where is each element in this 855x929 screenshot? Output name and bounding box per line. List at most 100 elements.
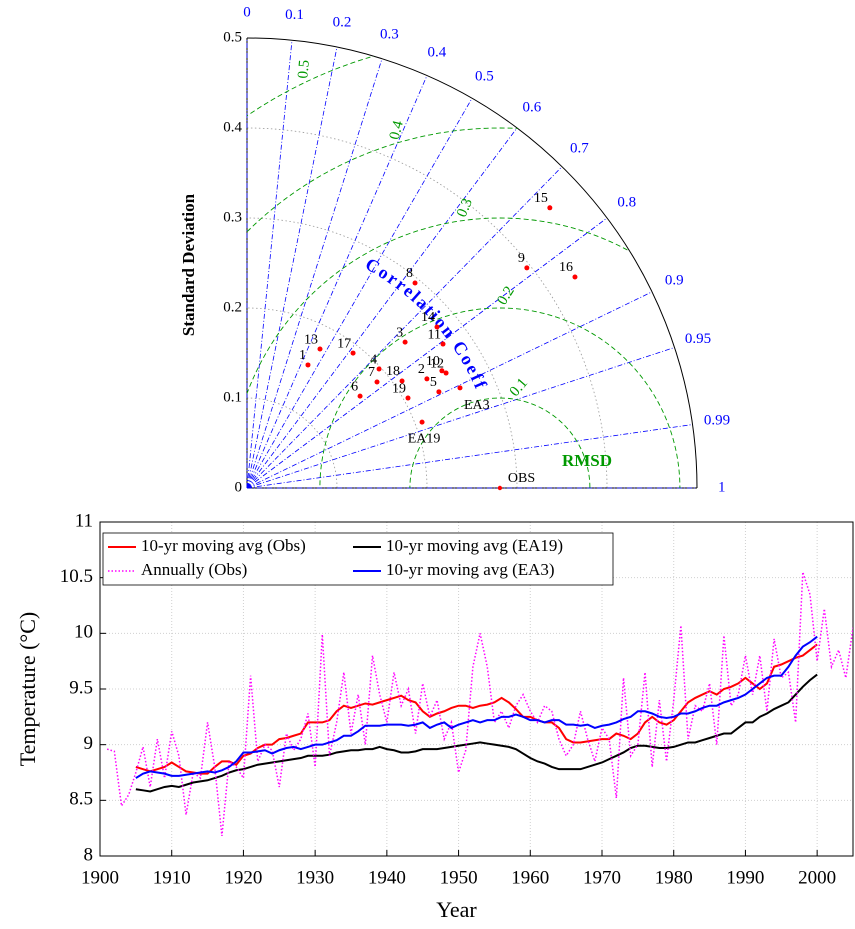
point-label: 3: [396, 325, 403, 340]
line-chart: 8 8.5 9 9.5 10 10.5 11 1900 1910 1920 1930 1940 1950…: [15, 510, 854, 922]
legend: 10-yr moving avg (Obs) 10-yr moving avg (…: [102, 532, 614, 586]
y-tick-label: 8.5: [69, 789, 93, 810]
corr-ray: [246, 47, 338, 489]
point-label: 8: [406, 266, 413, 281]
series-line: [135, 635, 818, 779]
corr-ray: [246, 127, 518, 489]
legend-label: 10-yr moving avg (Obs): [141, 536, 306, 555]
model-point: [357, 393, 363, 399]
point-label: 1: [299, 348, 306, 363]
legend-label: Annually (Obs): [141, 560, 247, 579]
x-tick-label: 1900: [81, 867, 119, 888]
rmsd-label: 0.5: [295, 59, 313, 79]
corr-tick-label: 0.95: [685, 331, 711, 347]
point-label: 18: [386, 364, 400, 379]
corr-tick-label: 0.7: [570, 140, 589, 156]
model-point: [317, 346, 323, 352]
rmsd-title: RMSD: [562, 451, 612, 470]
x-tick-label: 1950: [440, 867, 478, 888]
model-point: [439, 368, 445, 374]
y-tick-label: 8: [84, 844, 94, 865]
point-label: EA19: [408, 431, 441, 446]
corr-tick-label: 1: [718, 479, 726, 495]
corr-tick-label: 0.3: [380, 27, 399, 43]
std-arc: [246, 217, 518, 489]
y-tick-label: 0.5: [223, 29, 242, 45]
legend-label: 10-yr moving avg (EA19): [386, 536, 563, 555]
point-label: 10: [426, 354, 440, 369]
y-tick-label: 0.3: [223, 209, 242, 225]
x-axis-title: Year: [436, 897, 477, 922]
x-tick-label: 1990: [726, 867, 764, 888]
model-point: [572, 274, 578, 280]
model-point: [424, 376, 430, 382]
x-tick-label: 1910: [153, 867, 191, 888]
corr-tick-label: 0.8: [617, 195, 636, 211]
corr-ray: [246, 75, 428, 489]
legend-box: [102, 532, 614, 586]
rmsd-circle: [247, 38, 697, 488]
model-point: [374, 379, 380, 385]
y-tick-label: 10.5: [60, 566, 93, 587]
corr-tick-label: 0.9: [665, 272, 684, 288]
series-lines: [106, 571, 853, 837]
point-label: 11: [428, 327, 441, 342]
y-axis-title: Temperature (°C): [15, 612, 40, 766]
corr-tick-label: 0.6: [522, 100, 541, 116]
model-point: [440, 341, 446, 347]
corr-title: Correlation Coefficient: [0, 0, 492, 393]
rmsd-contours: [247, 38, 697, 488]
corr-tick-label: 0.99: [704, 412, 730, 428]
ref-label: OBS: [508, 471, 535, 486]
point-label: 14: [421, 310, 435, 325]
y-tick-label: 0.4: [223, 119, 242, 135]
point-label: 9: [518, 251, 525, 266]
y-axis-title: Standard Deviation: [179, 193, 198, 336]
corr-ray: [246, 98, 473, 489]
point-label: 5: [430, 375, 437, 390]
model-point: [419, 419, 425, 425]
y-tick-label: 0: [235, 479, 243, 495]
rmsd-label: 0.3: [454, 196, 476, 220]
x-tick-label: 1970: [583, 867, 621, 888]
point-label: 6: [351, 379, 358, 394]
point-label: 2: [418, 362, 425, 377]
std-arc: [246, 397, 338, 489]
model-point: [436, 389, 442, 395]
y-tick-label: 9: [84, 733, 94, 754]
corr-tick-label: 0.2: [333, 14, 352, 30]
model-point: [457, 385, 463, 391]
std-arc: [246, 307, 428, 489]
corr-tick-label: 0.1: [285, 7, 304, 23]
y-tick-label: 0.1: [223, 389, 242, 405]
legend-label: 10-yr moving avg (EA3): [386, 560, 555, 579]
plot-frame: [99, 521, 854, 857]
point-label: 16: [559, 260, 573, 275]
corr-ray: [246, 217, 608, 489]
model-point: [305, 362, 311, 368]
model-point: [412, 280, 418, 286]
model-point: [547, 205, 553, 211]
point-label: 19: [392, 381, 406, 396]
corr-title-text: Correlation Coefficient: [0, 0, 489, 393]
model-point: [350, 350, 356, 356]
model-point: [434, 324, 440, 330]
point-label: 12: [430, 356, 444, 371]
rmsd-label: 0.1: [507, 375, 531, 400]
ref-point: [497, 485, 503, 491]
point-label: 13: [304, 332, 318, 347]
corr-ray: [246, 347, 675, 489]
point-label: 15: [534, 191, 548, 206]
y-tick-label: 10: [74, 622, 93, 643]
x-tick-label: 1930: [296, 867, 334, 888]
corr-ray: [246, 424, 693, 489]
model-point: [376, 366, 382, 372]
x-tick-label: 1980: [655, 867, 693, 888]
x-tick-label: 1960: [511, 867, 549, 888]
corr-ray: [246, 291, 653, 489]
series-line: [135, 643, 818, 775]
rmsd-label: 0.4: [387, 119, 407, 142]
y-tick-label: 0.2: [223, 299, 242, 315]
point-label: 4: [370, 352, 377, 367]
